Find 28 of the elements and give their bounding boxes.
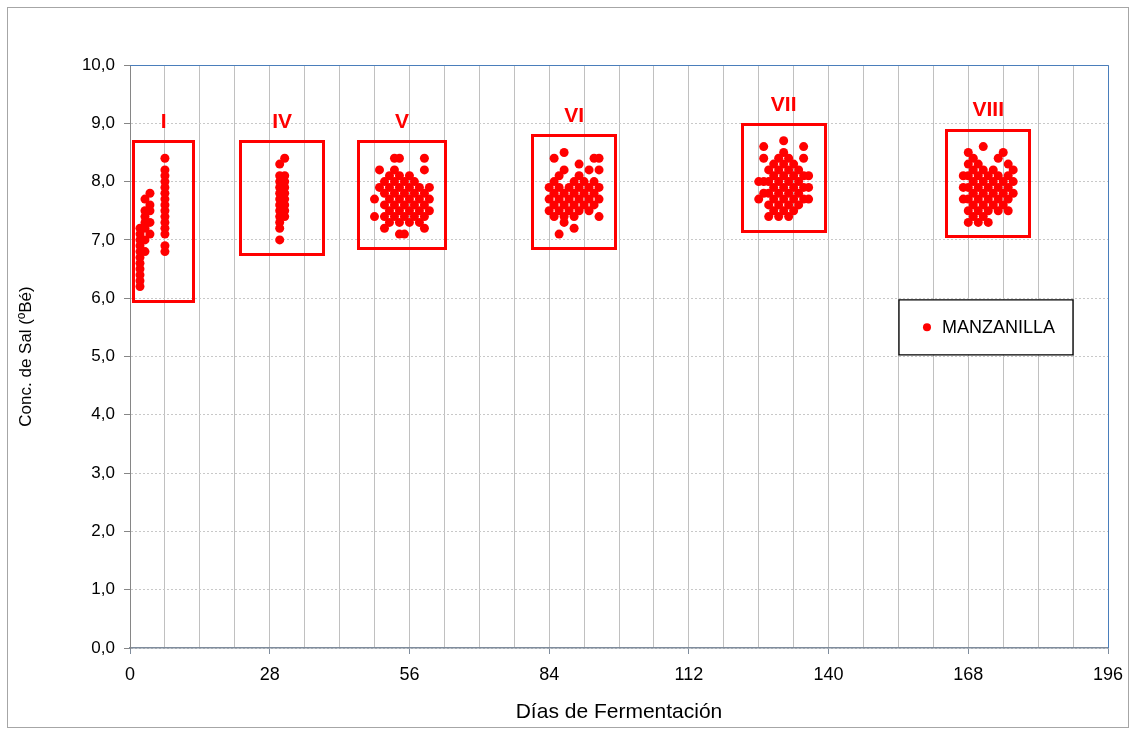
y-tick-label: 10,0 (81, 54, 115, 74)
y-tick-label: 4,0 (91, 404, 115, 424)
annotation: IV (272, 109, 293, 133)
legend-label: MANZANILLA (941, 317, 1055, 338)
annotation: I (160, 109, 167, 133)
x-tick-label: 168 (953, 663, 984, 684)
x-tick-label: 140 (813, 663, 844, 684)
x-axis-title: Días de Fermentación (515, 699, 723, 723)
x-tick-label: 84 (539, 663, 560, 684)
annotation: VII (770, 91, 797, 115)
y-tick-label: 8,0 (91, 171, 115, 191)
x-tick-label: 28 (259, 663, 280, 684)
annotation: VI (564, 103, 585, 127)
y-tick-label: 0,0 (91, 637, 115, 657)
y-tick-label: 9,0 (91, 112, 115, 132)
x-tick-label: 0 (124, 663, 136, 684)
y-tick-label: 6,0 (91, 287, 115, 307)
y-tick-label: 1,0 (91, 579, 115, 599)
x-tick-label: 196 (1092, 663, 1124, 684)
y-tick-label: 7,0 (91, 229, 115, 249)
x-tick-label: 112 (674, 663, 704, 684)
annotation: V (394, 109, 409, 133)
y-tick-label: 3,0 (91, 462, 115, 482)
y-tick-label: 2,0 (91, 521, 115, 541)
y-tick-label: 5,0 (91, 346, 115, 366)
x-tick-label: 56 (399, 663, 420, 684)
annotation: VIII (972, 97, 1004, 121)
y-axis-title: Conc. de Sal (ºBé) (15, 286, 35, 427)
